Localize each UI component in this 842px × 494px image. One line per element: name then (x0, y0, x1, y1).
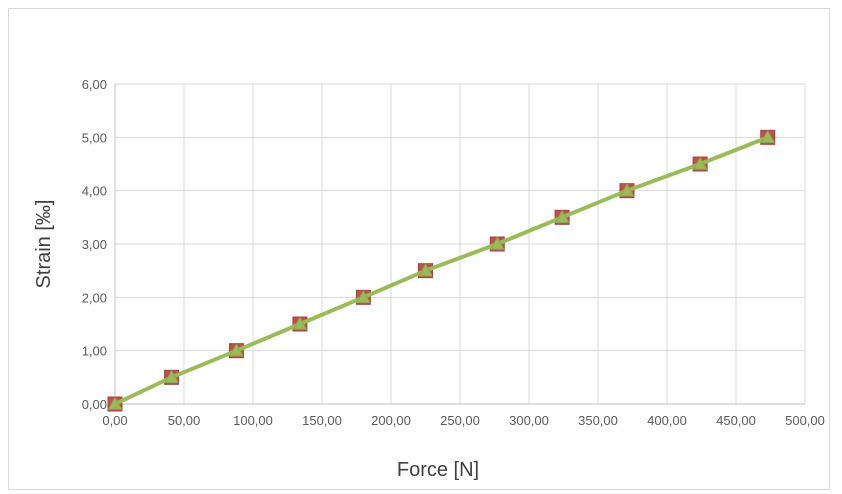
x-tick-label: 450,00 (716, 413, 756, 428)
triangle-marker (292, 316, 308, 330)
x-tick-label: 500,00 (785, 413, 825, 428)
chart-frame (8, 8, 830, 490)
triangle-marker (619, 183, 635, 197)
triangle-marker (229, 343, 244, 357)
series-triangle (107, 129, 776, 410)
y-tick-label: 2,00 (82, 290, 107, 305)
y-tick-label: 0,00 (82, 397, 107, 412)
grid-lines (115, 83, 806, 404)
x-axis-title: Force [N] (397, 459, 479, 481)
series-line (114, 135, 769, 406)
y-tick-label: 3,00 (82, 237, 107, 252)
x-tick-label: 300,00 (509, 413, 549, 428)
x-tick-label: 350,00 (578, 413, 618, 428)
x-tick-label: 250,00 (440, 413, 480, 428)
y-tick-label: 5,00 (82, 130, 107, 145)
y-tick-label: 1,00 (82, 344, 107, 359)
tick-labels: 0,00 50,00 100,00 150,00 200,00 250,00 300,00 3… (82, 77, 825, 428)
triangle-marker (489, 236, 505, 250)
x-tick-label: 0,00 (102, 413, 127, 428)
triangle-marker (107, 396, 123, 410)
x-tick-label: 150,00 (302, 413, 342, 428)
x-tick-label: 100,00 (233, 413, 273, 428)
triangle-marker (692, 156, 708, 170)
x-tick-label: 200,00 (371, 413, 411, 428)
triangle-marker (418, 263, 433, 277)
y-tick-label: 4,00 (82, 184, 107, 199)
x-tick-label: 400,00 (647, 413, 687, 428)
triangle-marker (164, 369, 179, 384)
y-tick-label: 6,00 (82, 77, 107, 92)
axes (114, 84, 805, 405)
triangle-marker (356, 289, 371, 304)
series (107, 129, 776, 412)
x-tick-label: 50,00 (168, 413, 201, 428)
y-axis-title: Strain [‰] (33, 200, 55, 289)
triangle-marker (760, 129, 776, 144)
triangle-marker (554, 209, 570, 224)
